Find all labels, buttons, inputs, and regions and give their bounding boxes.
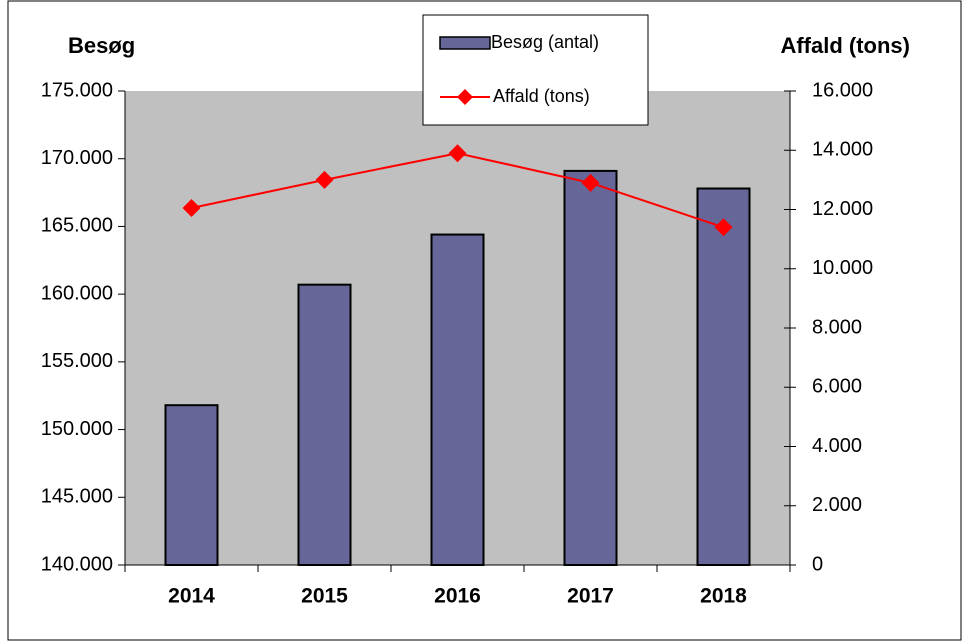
y2-tick-label: 2.000: [812, 494, 862, 516]
bar: [297, 283, 352, 566]
y-tick-label: 140.000: [41, 553, 113, 575]
y-tick-label: 150.000: [41, 418, 113, 440]
bar: [563, 169, 618, 566]
marker: [581, 173, 600, 192]
y-tick-label: 165.000: [41, 215, 113, 237]
legend-marker: [457, 89, 473, 105]
x-tick-label: 2016: [434, 585, 481, 608]
y2-tick-label: 12.000: [812, 198, 873, 220]
y-axis-title: Besøg: [68, 33, 135, 58]
legend: [422, 14, 649, 126]
x-tick-label: 2015: [301, 585, 348, 608]
legend-label: Besøg (antal): [491, 32, 599, 52]
y2-tick-label: 10.000: [812, 257, 873, 279]
y-tick-label: 155.000: [41, 350, 113, 372]
bar: [430, 233, 485, 566]
marker: [315, 170, 334, 189]
y2-tick-label: 16.000: [812, 79, 873, 101]
marker: [448, 144, 467, 163]
y2-tick-label: 0: [812, 553, 823, 575]
y2-tick-label: 8.000: [812, 316, 862, 338]
marker: [182, 199, 201, 218]
y2-tick-label: 4.000: [812, 435, 862, 457]
y-tick-label: 160.000: [41, 282, 113, 304]
x-tick-label: 2014: [168, 585, 215, 608]
legend-label: Affald (tons): [493, 86, 590, 106]
x-tick-label: 2018: [700, 585, 747, 608]
x-tick-label: 2017: [567, 585, 614, 608]
y-tick-label: 170.000: [41, 147, 113, 169]
y-tick-label: 145.000: [41, 486, 113, 508]
y2-tick-label: 14.000: [812, 139, 873, 161]
y-tick-label: 175.000: [41, 79, 113, 101]
y2-axis-title: Affald (tons): [780, 33, 910, 58]
bar: [164, 404, 219, 566]
y2-tick-label: 6.000: [812, 376, 862, 398]
legend-swatch: [439, 36, 491, 50]
bar: [696, 187, 751, 566]
marker: [714, 218, 733, 237]
